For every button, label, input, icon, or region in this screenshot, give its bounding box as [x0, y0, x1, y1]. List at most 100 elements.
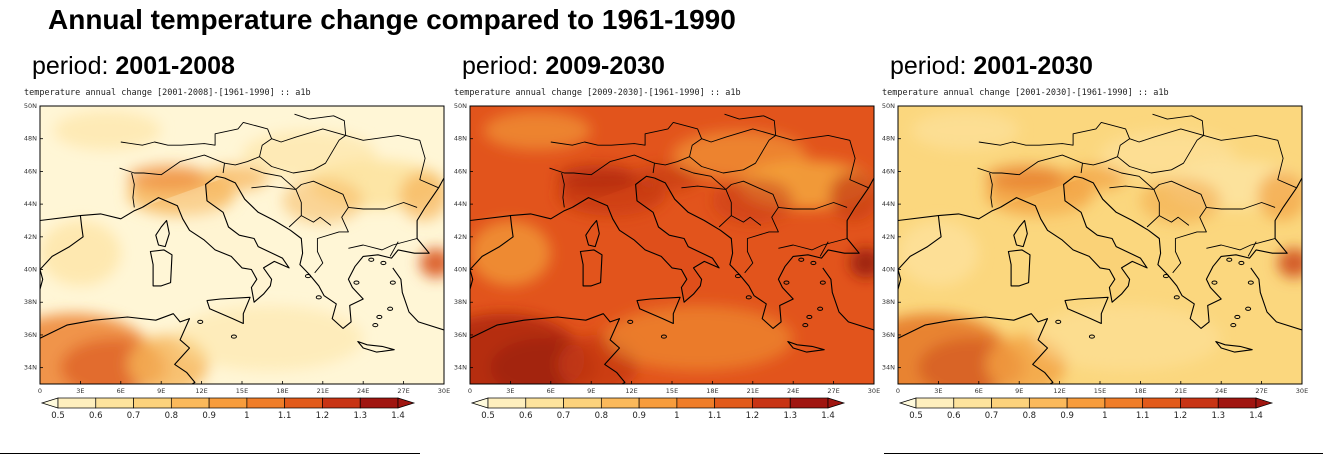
- lat-tick-label: 46N: [882, 167, 895, 175]
- country-border: [119, 154, 225, 176]
- island-coastline: [155, 219, 170, 248]
- country-border: [1203, 134, 1297, 189]
- lat-tick-label: 38N: [882, 298, 895, 306]
- colorbar-label: 1.4: [391, 411, 405, 421]
- small-island: [1226, 257, 1233, 262]
- colorbar-swatch: [322, 397, 361, 409]
- period-label: period:: [462, 52, 546, 80]
- small-island: [1245, 306, 1252, 311]
- small-island: [389, 280, 396, 285]
- lon-tick-label: 24E: [1215, 387, 1227, 395]
- colorbar-swatch: [991, 397, 1030, 409]
- coastline: [572, 175, 720, 303]
- lat-tick-label: 38N: [454, 298, 467, 306]
- colorbar-label: 0.7: [557, 411, 571, 421]
- baseline-rule: [884, 453, 1323, 454]
- country-border: [1206, 238, 1276, 251]
- coastline: [822, 267, 874, 331]
- lon-tick-label: 12E: [1053, 387, 1065, 395]
- colorbar-max-arrow: [827, 397, 846, 409]
- coastline: [898, 313, 1054, 384]
- lon-tick-label: 6E: [547, 387, 555, 395]
- lat-tick-label: 46N: [454, 167, 467, 175]
- coastline: [1000, 175, 1148, 303]
- colorbar-label: 1.1: [1136, 411, 1150, 421]
- coastline: [1082, 177, 1302, 329]
- small-island: [802, 323, 809, 328]
- colorbar-swatch: [1104, 397, 1144, 409]
- period-label: period:: [32, 52, 116, 80]
- small-island: [315, 295, 322, 300]
- lon-tick-label: 21E: [1175, 387, 1187, 395]
- island-coastline: [787, 340, 825, 353]
- heat-region: [1257, 171, 1302, 221]
- colorbar-label: 1: [244, 411, 249, 421]
- colorbar-label: 1.2: [316, 411, 330, 421]
- lat-tick-label: 34N: [24, 364, 37, 372]
- heat-region: [1140, 177, 1222, 224]
- colorbar-swatch: [1142, 397, 1181, 409]
- colorbar-swatch: [359, 397, 399, 409]
- colorbar-max-arrow: [1255, 397, 1274, 409]
- colorbar-min-arrow: [898, 397, 917, 409]
- lat-tick-label: 40N: [24, 266, 37, 274]
- small-island: [376, 314, 383, 320]
- colorbar: 0.5 0.6 0.7 0.8 0.9 1 1.1 1.2 1.3 1.4: [470, 397, 846, 421]
- lon-tick-label: 9E: [157, 387, 165, 395]
- colorbar-label: 0.9: [1060, 411, 1074, 421]
- colorbar-label: 1.3: [353, 411, 367, 421]
- coastline: [470, 206, 573, 222]
- colorbar-label: 1.3: [783, 411, 797, 421]
- country-border: [1206, 202, 1276, 210]
- lon-tick-label: 18E: [276, 387, 288, 395]
- lat-tick-label: 42N: [882, 233, 895, 241]
- period-heading: period: 2001-2008: [32, 52, 235, 81]
- lon-tick-label: 15E: [1094, 387, 1106, 395]
- temperature-map: 50N 48N 46N 44N 42N 40N 38N 36N 34N 0 3E 6E 9E 12E 15E…: [882, 102, 1308, 395]
- colorbar-label: 0.5: [909, 411, 923, 421]
- colorbar-swatch: [1217, 397, 1257, 409]
- colorbar-label: 0.7: [985, 411, 999, 421]
- lat-tick-label: 36N: [882, 331, 895, 339]
- small-island: [230, 334, 237, 339]
- lon-tick-label: 0: [896, 387, 900, 395]
- colorbar-swatch: [525, 397, 564, 409]
- small-island: [353, 280, 360, 285]
- lon-tick-label: 27E: [397, 387, 409, 395]
- colorbar-label: 0.6: [519, 411, 533, 421]
- country-border: [259, 128, 347, 174]
- lon-tick-label: 12E: [625, 387, 637, 395]
- lon-tick-label: 6E: [975, 387, 983, 395]
- lat-tick-label: 44N: [24, 200, 37, 208]
- coastline: [470, 215, 514, 290]
- heat-region: [127, 164, 209, 192]
- colorbar-label: 1.1: [278, 411, 292, 421]
- country-border: [819, 241, 829, 257]
- heat-region: [985, 164, 1067, 192]
- lon-tick-label: 30E: [868, 387, 880, 395]
- lon-tick-label: 21E: [747, 387, 759, 395]
- small-island: [304, 273, 311, 279]
- map-panel-3: period: 2001-2030 temperature annual chan…: [876, 50, 1308, 456]
- period-value: 2001-2030: [973, 52, 1093, 80]
- island-coastline: [149, 249, 173, 287]
- small-island: [810, 260, 817, 266]
- country-border: [249, 167, 349, 274]
- country-border: [775, 134, 869, 189]
- small-island: [1234, 314, 1241, 320]
- colorbar-swatch: [57, 397, 97, 409]
- colorbar-swatch: [714, 397, 753, 409]
- lon-tick-label: 12E: [195, 387, 207, 395]
- colorbar-label: 0.9: [632, 411, 646, 421]
- small-island: [734, 273, 741, 279]
- small-island: [1162, 273, 1169, 279]
- heat-region: [470, 220, 551, 286]
- island-coastline: [1013, 219, 1028, 248]
- small-island: [660, 334, 667, 339]
- country-border: [348, 202, 418, 210]
- colorbar-swatch: [133, 397, 172, 409]
- country-border: [1109, 185, 1160, 228]
- colorbar-swatch: [563, 397, 602, 409]
- map-subtitle: temperature annual change [2001-2008]-[1…: [24, 88, 311, 98]
- lon-tick-label: 27E: [827, 387, 839, 395]
